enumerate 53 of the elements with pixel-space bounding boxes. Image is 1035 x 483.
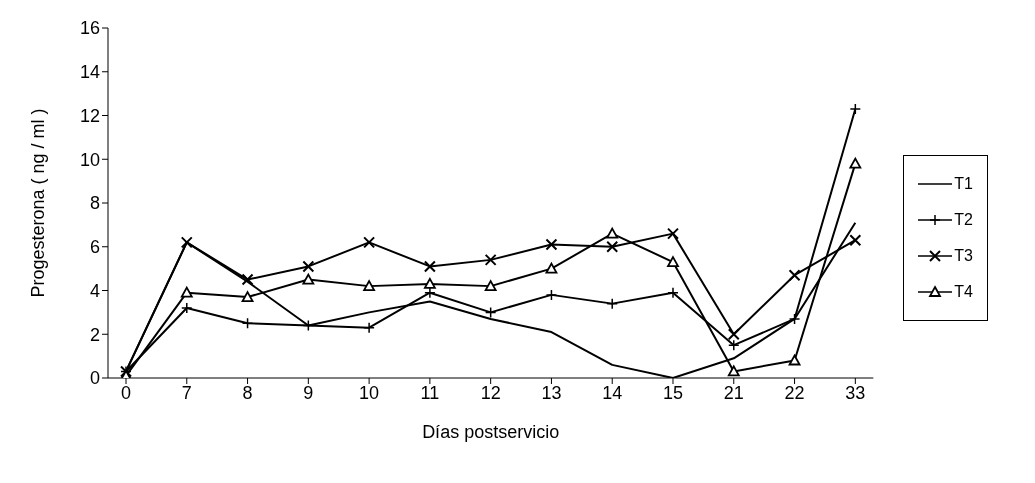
point xyxy=(363,280,376,292)
x-tick-label: 9 xyxy=(303,382,314,403)
x-tick-label: 0 xyxy=(120,382,132,403)
x-tick-label: 33 xyxy=(845,382,866,403)
x-tick-label: 22 xyxy=(784,382,805,403)
point xyxy=(484,306,497,319)
point xyxy=(241,273,254,286)
x-tick-label: 13 xyxy=(541,382,562,403)
x-tick-label: 7 xyxy=(181,382,192,403)
point xyxy=(423,278,436,289)
point xyxy=(727,328,740,341)
y-tick-label: 14 xyxy=(79,62,100,83)
point xyxy=(241,291,254,302)
point xyxy=(180,286,193,298)
y-tick-label: 10 xyxy=(79,149,100,170)
y-tick-label: 4 xyxy=(89,280,100,301)
legend-label: T3 xyxy=(954,247,973,265)
point xyxy=(849,234,862,247)
x-axis-title: Días postservicio xyxy=(422,422,560,442)
y-tick-label: 2 xyxy=(89,324,100,345)
legend-label: T1 xyxy=(954,175,973,193)
point xyxy=(545,262,558,274)
x-tick-label: 8 xyxy=(242,382,253,403)
point xyxy=(667,256,679,267)
point xyxy=(788,354,801,366)
point xyxy=(788,269,801,282)
point xyxy=(667,227,679,240)
point xyxy=(849,157,862,169)
point xyxy=(423,260,436,273)
point xyxy=(606,227,619,239)
y-tick-label: 8 xyxy=(89,193,100,214)
y-tick-label: 12 xyxy=(79,105,100,126)
x-tick-label: 11 xyxy=(420,382,440,403)
point xyxy=(302,260,315,273)
y-tick-label: 6 xyxy=(89,237,100,258)
x-tick-label: 14 xyxy=(602,382,623,403)
point xyxy=(363,236,376,249)
y-axis-title: Progesterona ( ng / ml ) xyxy=(28,108,49,298)
x-tick-label: 21 xyxy=(723,382,744,403)
y-tick-label: 0 xyxy=(89,368,100,389)
legend-label: T2 xyxy=(954,211,973,229)
point xyxy=(302,273,315,285)
point xyxy=(180,236,193,249)
point xyxy=(545,238,558,251)
y-tick-label: 16 xyxy=(79,18,100,39)
x-tick-label: 15 xyxy=(662,382,684,403)
point xyxy=(606,240,619,253)
x-tick-label: 12 xyxy=(480,382,501,403)
point xyxy=(484,253,497,266)
legend-label: T4 xyxy=(954,283,973,301)
point xyxy=(727,365,740,377)
x-tick-label: 10 xyxy=(359,382,380,403)
point xyxy=(484,280,497,292)
